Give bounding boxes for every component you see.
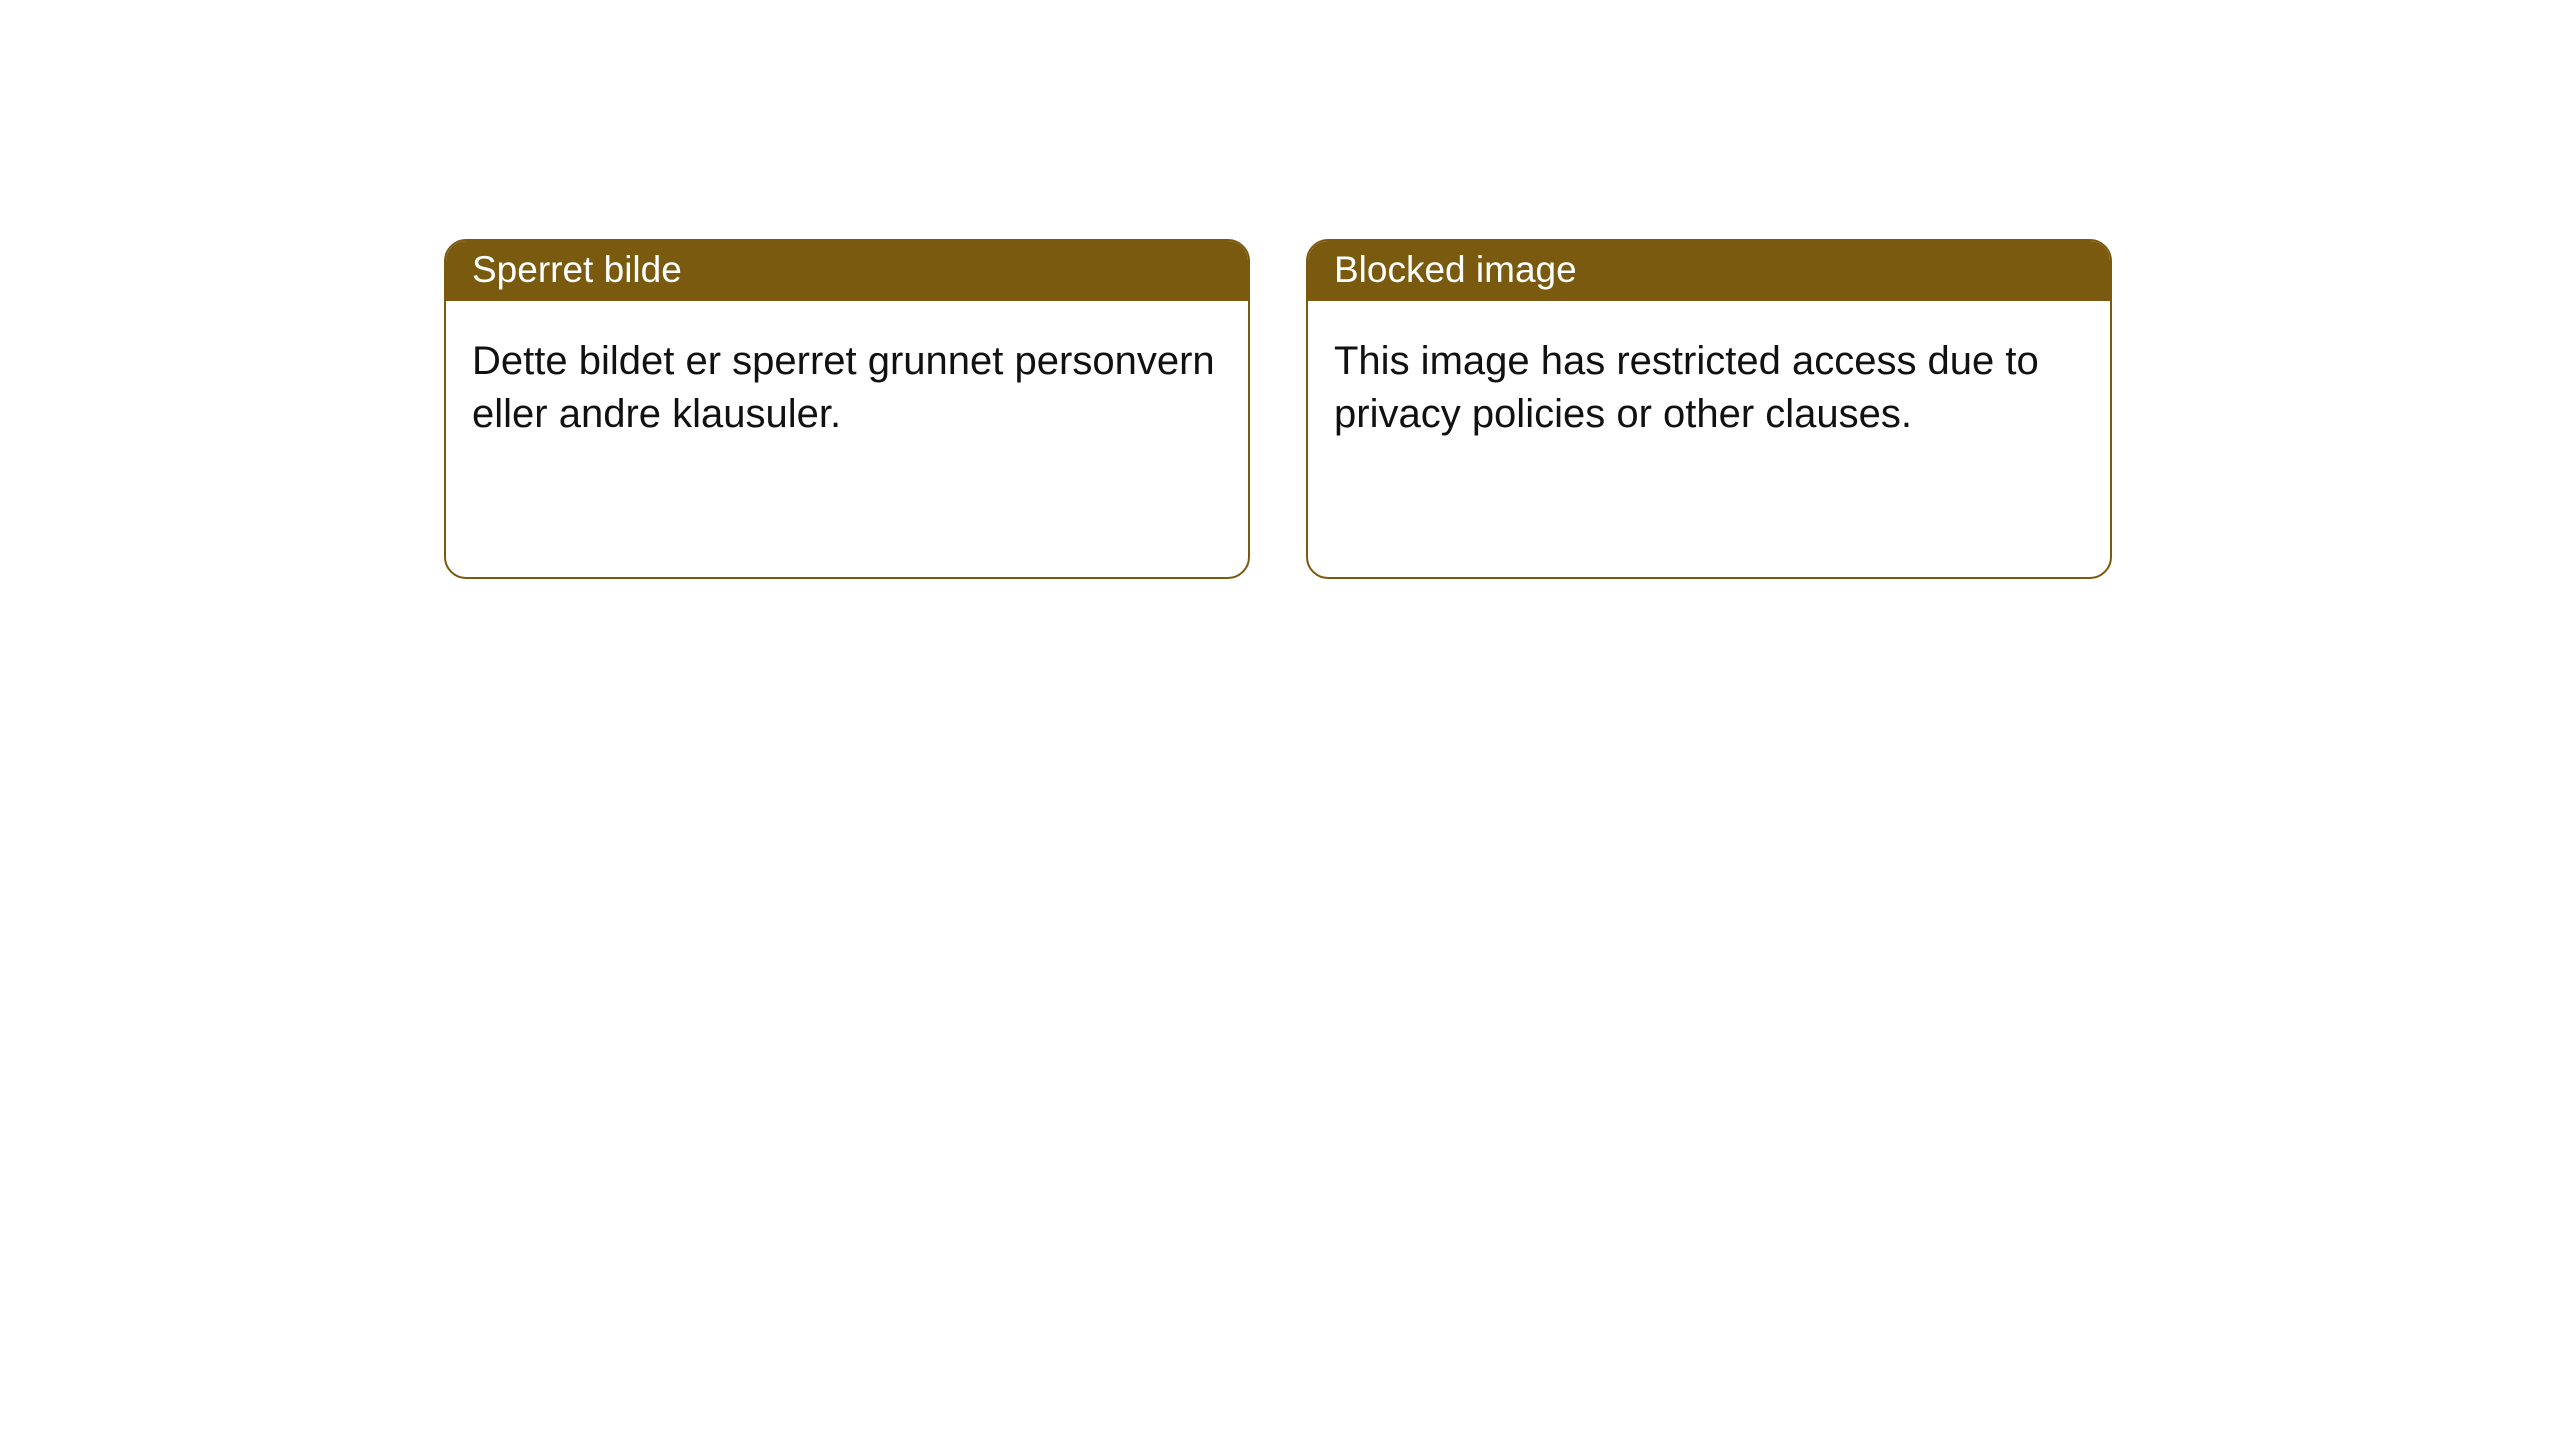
notice-card-norwegian: Sperret bilde Dette bildet er sperret gr… [444,239,1250,579]
notice-header-english: Blocked image [1308,241,2110,301]
notice-card-english: Blocked image This image has restricted … [1306,239,2112,579]
notice-body-norwegian: Dette bildet er sperret grunnet personve… [446,301,1248,577]
notice-body-english: This image has restricted access due to … [1308,301,2110,577]
notice-header-norwegian: Sperret bilde [446,241,1248,301]
notice-container: Sperret bilde Dette bildet er sperret gr… [444,239,2112,579]
